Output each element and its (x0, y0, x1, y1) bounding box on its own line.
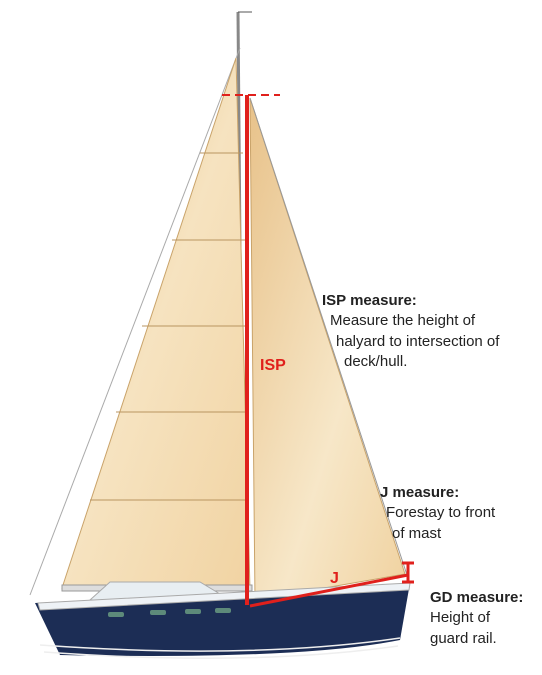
note-title: ISP measure: (322, 292, 417, 309)
diagram: ISP J ISP measure: Measure the height of… (0, 0, 542, 675)
isp-label: ISP (260, 357, 286, 374)
note-line: of mast (392, 525, 442, 542)
note-line: Height of (430, 609, 491, 626)
note-line: Measure the height of (330, 312, 476, 329)
note-title: J measure: (380, 484, 459, 501)
j-label: J (330, 570, 339, 587)
note-line: halyard to intersection of (336, 333, 500, 350)
note-line: deck/hull. (344, 353, 407, 370)
note-line: guard rail. (430, 630, 497, 647)
note-title: GD measure: (430, 589, 523, 606)
note-line: Forestay to front (386, 504, 496, 521)
